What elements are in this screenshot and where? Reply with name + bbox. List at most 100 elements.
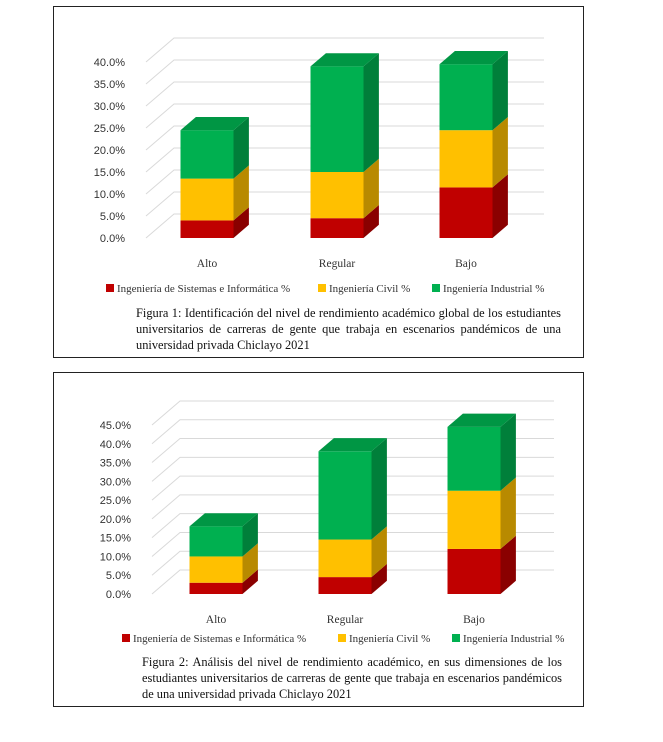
figure-2-caption: Figura 2: Análisis del nivel de rendimie… xyxy=(142,655,562,701)
y-tick-label: 45.0% xyxy=(100,420,131,432)
bar-alto-ingenieria-civil-front xyxy=(189,556,243,583)
figure-1: 0.0% 5.0% 10.0% 15.0% 20.0% 25.0% 30.0% 35.0% 40… xyxy=(53,6,584,358)
gridline xyxy=(151,438,554,463)
x-category-label: Alto xyxy=(197,258,218,270)
bar-alto-ingenieria-civil xyxy=(180,165,249,221)
bar-bajo-ingenieria-industrial-front xyxy=(447,426,501,491)
gridline xyxy=(145,59,544,85)
legend-swatch xyxy=(122,634,130,642)
x-category-label: Bajo xyxy=(463,614,485,626)
bar-bajo-ingenieria-civil xyxy=(447,477,516,549)
bar-bajo-ingenieria-industrial-side xyxy=(500,413,516,491)
bar-alto-ingenieria-industrial xyxy=(180,117,249,179)
bar-alto-top xyxy=(189,513,258,527)
bar-regular-ingenieria-civil xyxy=(310,158,379,219)
gridline xyxy=(151,400,554,426)
bar-bajo-ingenieria-civil-side xyxy=(492,117,508,188)
bar-bajo-ingenieria-industrial-front xyxy=(439,64,493,131)
y-tick-label: 30.0% xyxy=(94,101,125,113)
x-category-label: Regular xyxy=(327,614,364,626)
legend-swatch xyxy=(338,634,346,642)
bar-regular-ingenieria-civil-front xyxy=(318,539,372,578)
gridline xyxy=(151,494,554,520)
gridline xyxy=(145,169,544,195)
gridline xyxy=(145,81,544,107)
y-tick-label: 0.0% xyxy=(106,589,131,601)
y-tick-label: 25.0% xyxy=(94,123,125,135)
bar-bajo-ingenieria-de-sistemas-e-informatica-side xyxy=(500,535,516,594)
bar-alto-ingenieria-civil-front xyxy=(180,178,234,221)
bar-bajo-ingenieria-de-sistemas-e-informatica-front xyxy=(439,187,493,238)
bar-regular-ingenieria-de-sistemas-e-informatica-side xyxy=(371,563,387,594)
bars xyxy=(180,51,508,238)
bar-alto-ingenieria-civil-side xyxy=(242,543,258,583)
y-tick-label: 15.0% xyxy=(100,533,131,545)
bar-bajo-ingenieria-industrial-side xyxy=(492,51,508,131)
y-tick-label: 20.0% xyxy=(94,145,125,157)
legend: Ingeniería de Sistemas e Informática % In… xyxy=(106,283,544,295)
y-tick-label: 5.0% xyxy=(106,570,131,582)
bar-bajo-ingenieria-civil-side xyxy=(500,477,516,549)
bar-regular-ingenieria-de-sistemas-e-informatica-front xyxy=(318,577,372,594)
bar-alto-ingenieria-de-sistemas-e-informatica xyxy=(189,569,258,594)
bar-regular-ingenieria-civil-side xyxy=(363,158,379,219)
bar-alto-ingenieria-de-sistemas-e-informatica-front xyxy=(180,220,234,238)
bar-regular-ingenieria-industrial-side xyxy=(371,438,387,540)
bar-regular-ingenieria-de-sistemas-e-informatica xyxy=(310,205,379,238)
gridline xyxy=(145,125,544,151)
legend-swatch xyxy=(432,284,440,292)
bar-alto-ingenieria-industrial-front xyxy=(189,526,243,557)
gridline xyxy=(145,191,544,217)
bar-bajo-ingenieria-civil-front xyxy=(447,490,501,549)
y-axis-ticks: 0.0% 5.0% 10.0% 15.0% 20.0% 25.0% 30.0% 35.0% 40… xyxy=(94,57,125,245)
chart-1: 0.0% 5.0% 10.0% 15.0% 20.0% 25.0% 30.0% 35.0% 40… xyxy=(94,37,544,295)
bar-regular-ingenieria-industrial xyxy=(318,438,387,540)
gridline xyxy=(145,103,544,129)
bar-regular-ingenieria-de-sistemas-e-informatica xyxy=(318,563,387,594)
legend-label: Ingeniería Industrial % xyxy=(443,283,544,295)
gridline xyxy=(145,37,544,63)
y-tick-label: 10.0% xyxy=(94,189,125,201)
y-tick-label: 40.0% xyxy=(100,439,131,451)
gridline xyxy=(151,531,554,557)
legend-label: Ingeniería Civil % xyxy=(329,283,410,295)
bar-regular-top xyxy=(310,53,379,67)
y-tick-label: 0.0% xyxy=(100,233,125,245)
bar-alto-ingenieria-de-sistemas-e-informatica-front xyxy=(189,582,243,594)
bar-bajo-ingenieria-civil-front xyxy=(439,130,493,188)
bar-alto-top xyxy=(180,117,249,131)
legend-label: Ingeniería Industrial % xyxy=(463,633,564,645)
y-tick-label: 20.0% xyxy=(100,514,131,526)
gridline xyxy=(151,513,554,539)
bar-alto-ingenieria-industrial-side xyxy=(242,513,258,557)
legend-label: Ingeniería de Sistemas e Informática % xyxy=(133,633,306,645)
legend-swatch xyxy=(318,284,326,292)
bar-regular-ingenieria-industrial-side xyxy=(363,53,379,173)
bar-regular-top xyxy=(318,438,387,452)
figure-2: 0.0% 5.0% 10.0% 15.0% 20.0% 25.0% 30.0% 35.0% 40… xyxy=(53,372,584,707)
gridline xyxy=(151,475,554,501)
bar-bajo-top xyxy=(439,51,508,65)
legend: Ingeniería de Sistemas e Informática % In… xyxy=(122,633,564,645)
legend-label: Ingeniería Civil % xyxy=(349,633,430,645)
bars xyxy=(189,413,516,594)
bar-regular-ingenieria-industrial-front xyxy=(310,66,364,172)
y-tick-label: 5.0% xyxy=(100,211,125,223)
x-category-label: Alto xyxy=(206,614,227,626)
chart-2: 0.0% 5.0% 10.0% 15.0% 20.0% 25.0% 30.0% 35.0% 40… xyxy=(100,400,564,645)
legend-swatch xyxy=(452,634,460,642)
bar-alto-ingenieria-civil xyxy=(189,543,258,583)
legend-swatch xyxy=(106,284,114,292)
figure-1-caption: Figura 1: Identificación del nivel de re… xyxy=(136,306,561,352)
bar-bajo-ingenieria-de-sistemas-e-informatica xyxy=(447,535,516,594)
bar-regular-ingenieria-de-sistemas-e-informatica-front xyxy=(310,218,364,238)
bar-alto-ingenieria-civil-side xyxy=(233,165,249,221)
bar-bajo-ingenieria-industrial xyxy=(439,51,508,131)
y-tick-label: 40.0% xyxy=(94,57,125,69)
bar-alto-ingenieria-industrial-side xyxy=(233,117,249,179)
bar-bajo-ingenieria-civil xyxy=(439,117,508,188)
legend-label: Ingeniería de Sistemas e Informática % xyxy=(117,283,290,295)
gridline xyxy=(145,147,544,173)
bar-alto-ingenieria-de-sistemas-e-informatica-side xyxy=(242,569,258,594)
y-tick-label: 35.0% xyxy=(100,458,131,470)
